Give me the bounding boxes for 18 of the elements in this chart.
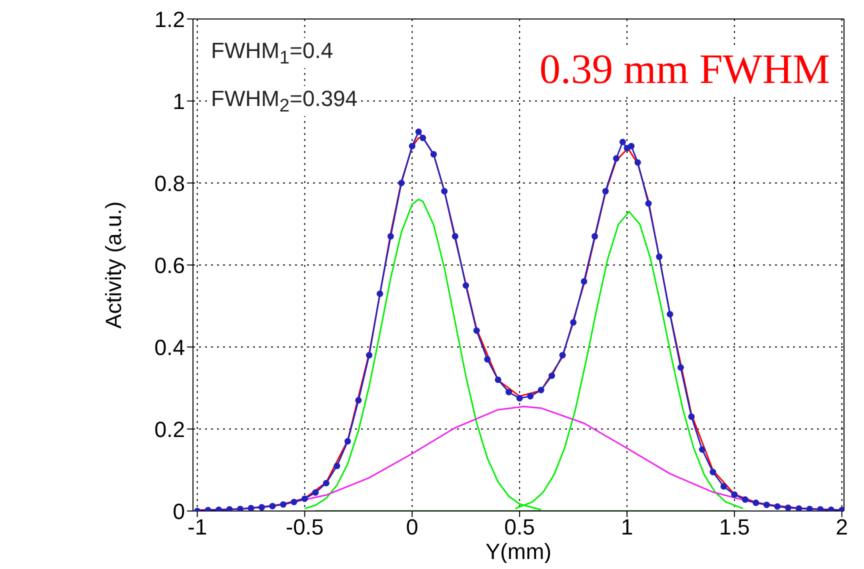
y-tick-label: 1 xyxy=(172,88,185,114)
y-axis-title: Activity (a.u.) xyxy=(100,201,126,329)
x-tick-label: -1 xyxy=(188,514,208,540)
y-tick-label: 0.6 xyxy=(154,252,185,278)
y-tick-label: 0 xyxy=(172,498,185,524)
x-tick-label: 0.5 xyxy=(504,514,535,540)
y-tick-label: 1.2 xyxy=(154,6,185,32)
y-tick-label: 0.8 xyxy=(154,170,185,196)
y-tick-label: 0.4 xyxy=(154,334,185,360)
x-tick-label: -0.5 xyxy=(286,514,324,540)
annotation: FWHM$_{2}$=0.394 xyxy=(211,86,358,116)
x-tick-label: 1 xyxy=(620,514,634,540)
annotation: 0.39 mm FWHM xyxy=(539,46,830,94)
x-tick-label: 0 xyxy=(406,514,418,540)
y-tick-label: 0.2 xyxy=(154,416,185,442)
x-tick-label: 1.5 xyxy=(719,514,750,540)
annotation: FWHM$_{1}$=0.4 xyxy=(211,38,334,68)
x-tick-label: 2 xyxy=(836,514,848,540)
